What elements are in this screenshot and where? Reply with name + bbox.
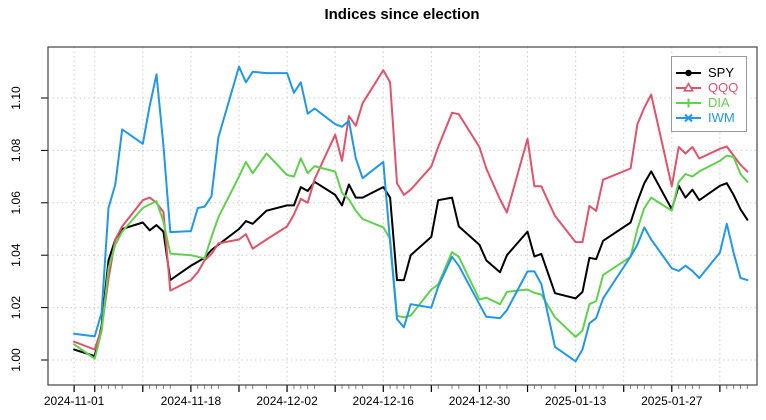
x-tick-label: 2024-12-16 bbox=[353, 394, 415, 408]
series-line-qqq bbox=[73, 69, 749, 351]
legend-label: SPY bbox=[708, 65, 734, 80]
x-tick-label: 2024-12-30 bbox=[449, 394, 511, 408]
legend-item-dia: DIA bbox=[676, 95, 730, 110]
y-tick-label: 1.04 bbox=[9, 243, 23, 267]
x-tick-label: 2025-01-13 bbox=[545, 394, 607, 408]
legend-label: DIA bbox=[708, 95, 730, 110]
chart-title: Indices since election bbox=[324, 6, 479, 23]
x-tick-label: 2024-12-02 bbox=[256, 394, 318, 408]
plot-border bbox=[47, 46, 758, 386]
y-axis: 1.00 1.02 1.04 1.06 1.08 1.10 bbox=[9, 86, 48, 372]
legend-label: QQQ bbox=[708, 80, 738, 95]
y-tick-label: 1.06 bbox=[9, 191, 23, 215]
grid-lines bbox=[48, 47, 757, 385]
circle-marker-icon bbox=[685, 69, 692, 77]
x-tick-label: 2024-11-18 bbox=[161, 394, 222, 408]
triangle-marker-icon bbox=[683, 81, 694, 92]
x-marker-icon bbox=[684, 113, 693, 123]
series-line-spy bbox=[73, 170, 749, 358]
y-tick-label: 1.10 bbox=[9, 86, 23, 110]
series-line-dia bbox=[73, 152, 749, 360]
x-tick-label: 2024-11-01 bbox=[44, 394, 105, 408]
legend: SPY QQQ DIA IWM bbox=[671, 56, 747, 132]
y-tick-label: 1.08 bbox=[9, 138, 23, 162]
y-tick-label: 1.02 bbox=[9, 296, 23, 320]
legend-item-iwm: IWM bbox=[676, 110, 735, 125]
legend-label: IWM bbox=[708, 110, 735, 125]
x-tick-label: 2025-01-27 bbox=[641, 394, 703, 408]
legend-item-spy: SPY bbox=[676, 65, 734, 80]
legend-item-qqq: QQQ bbox=[676, 80, 738, 95]
y-tick-label: 1.00 bbox=[9, 348, 23, 372]
x-axis: 2024-11-01 2024-11-18 2024-12-02 2024-12-16… bbox=[44, 385, 748, 408]
plus-marker-icon bbox=[684, 98, 693, 108]
series-line-iwm bbox=[73, 65, 749, 363]
